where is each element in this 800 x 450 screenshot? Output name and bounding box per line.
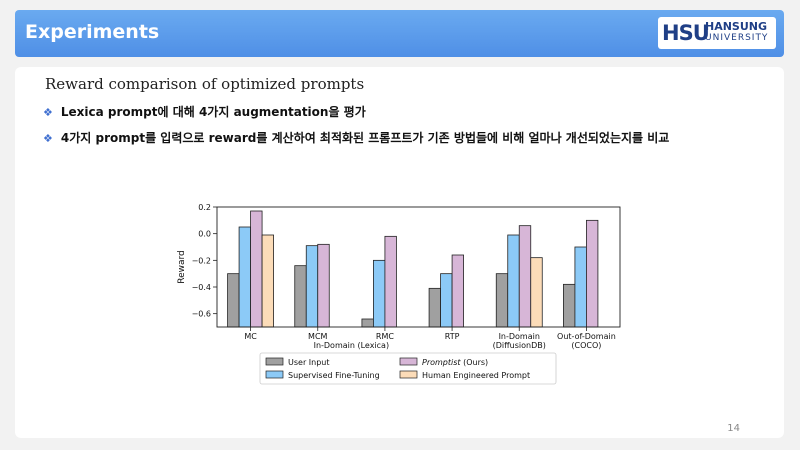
x-tick-label: RTP xyxy=(445,332,460,341)
x-group-label: In-Domain (Lexica) xyxy=(314,341,390,350)
x-tick-label: RMC xyxy=(376,332,394,341)
diamond-bullet-icon: ❖ xyxy=(43,106,53,119)
university-logo: HSU HANSUNG UNIVERSITY xyxy=(658,17,776,49)
bar-user-input-4 xyxy=(495,273,509,328)
bar-supervised-fine-tuning-5 xyxy=(574,246,587,328)
bar-user-input-5 xyxy=(563,283,576,328)
legend-label-2: Promptist (Ours) xyxy=(422,358,488,367)
legend-swatch-1 xyxy=(265,370,284,379)
bullet-2-text: 4가지 prompt를 입력으로 reward를 계산하여 최적화된 프롬프트가… xyxy=(60,131,670,145)
y-tick-label: 0.2 xyxy=(198,203,211,212)
bar-user-input-2 xyxy=(361,318,374,328)
bar-promptist-5 xyxy=(586,219,599,328)
x-tick-sublabel: (COCO) xyxy=(571,341,601,350)
legend-swatch-2 xyxy=(399,357,418,366)
bar-promptist-4 xyxy=(518,225,532,328)
legend-swatch-0 xyxy=(265,357,284,366)
y-tick-label: 0.0 xyxy=(198,230,211,239)
bullet-1-text: Lexica prompt에 대해 4가지 augmentation을 평가 xyxy=(60,105,366,119)
slide-header: Experiments HSU HANSUNG UNIVERSITY xyxy=(15,10,784,57)
bar-promptist-0 xyxy=(250,210,263,328)
y-tick-label: −0.2 xyxy=(192,256,211,265)
x-tick-label: MC xyxy=(244,332,257,341)
logo-name: HANSUNG xyxy=(705,20,768,33)
legend-label-3: Human Engineered Prompt xyxy=(422,371,530,380)
section-subtitle: Reward comparison of optimized prompts xyxy=(45,75,365,93)
bar-promptist-3 xyxy=(451,254,464,328)
bar-human-engineered-prompt-4 xyxy=(530,257,543,328)
legend-label-1: Supervised Fine-Tuning xyxy=(288,371,380,380)
y-tick-label: −0.4 xyxy=(192,283,211,292)
bar-human-engineered-prompt-0 xyxy=(261,234,274,328)
x-tick-label: MCM xyxy=(308,332,327,341)
bullet-2: ❖ 4가지 prompt를 입력으로 reward를 계산하여 최적화된 프롬프트… xyxy=(43,129,669,146)
reward-bar-chart: 0.2 0.0 −0.2 −0.4 −0.6 Reward MC MCM RMC RTP In-Do… xyxy=(177,203,621,385)
bar-supervised-fine-tuning-0 xyxy=(238,226,251,328)
logo-subtext: UNIVERSITY xyxy=(705,33,769,43)
x-tick-label: In-Domain xyxy=(499,332,540,341)
bar-promptist-2 xyxy=(384,235,397,328)
bar-user-input-3 xyxy=(428,287,441,328)
y-tick-label: −0.6 xyxy=(192,310,211,319)
slide-title: Experiments xyxy=(25,21,160,43)
legend-swatch-3 xyxy=(399,370,418,379)
plot-frame xyxy=(216,206,621,328)
bar-supervised-fine-tuning-4 xyxy=(507,234,520,328)
bar-promptist-1 xyxy=(317,243,330,328)
diamond-bullet-icon: ❖ xyxy=(43,132,53,145)
bullet-1: ❖ Lexica prompt에 대해 4가지 augmentation을 평가 xyxy=(43,103,366,120)
bar-user-input-0 xyxy=(227,273,240,328)
bar-supervised-fine-tuning-2 xyxy=(373,259,386,328)
legend-label-0: User Input xyxy=(288,358,330,367)
logo-mark: HSU xyxy=(662,21,710,45)
y-axis-label: Reward xyxy=(177,250,187,284)
bar-supervised-fine-tuning-3 xyxy=(440,273,453,328)
x-tick-label: Out-of-Domain xyxy=(557,332,616,341)
x-tick-sublabel: (DiffusionDB) xyxy=(493,341,546,350)
bar-supervised-fine-tuning-1 xyxy=(305,245,319,328)
bar-user-input-1 xyxy=(294,265,307,328)
legend-box xyxy=(259,352,557,385)
page-number: 14 xyxy=(727,423,740,434)
